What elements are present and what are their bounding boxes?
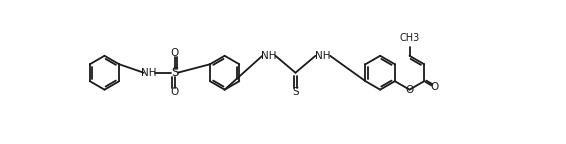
Text: O: O — [405, 85, 414, 95]
Text: NH: NH — [315, 51, 330, 61]
Text: S: S — [292, 87, 299, 97]
Text: NH: NH — [261, 51, 276, 61]
Text: S: S — [171, 66, 178, 79]
Text: O: O — [170, 87, 179, 97]
Text: NH: NH — [142, 68, 157, 78]
Text: CH3: CH3 — [400, 33, 419, 43]
Text: O: O — [430, 82, 438, 92]
Text: O: O — [170, 49, 179, 58]
